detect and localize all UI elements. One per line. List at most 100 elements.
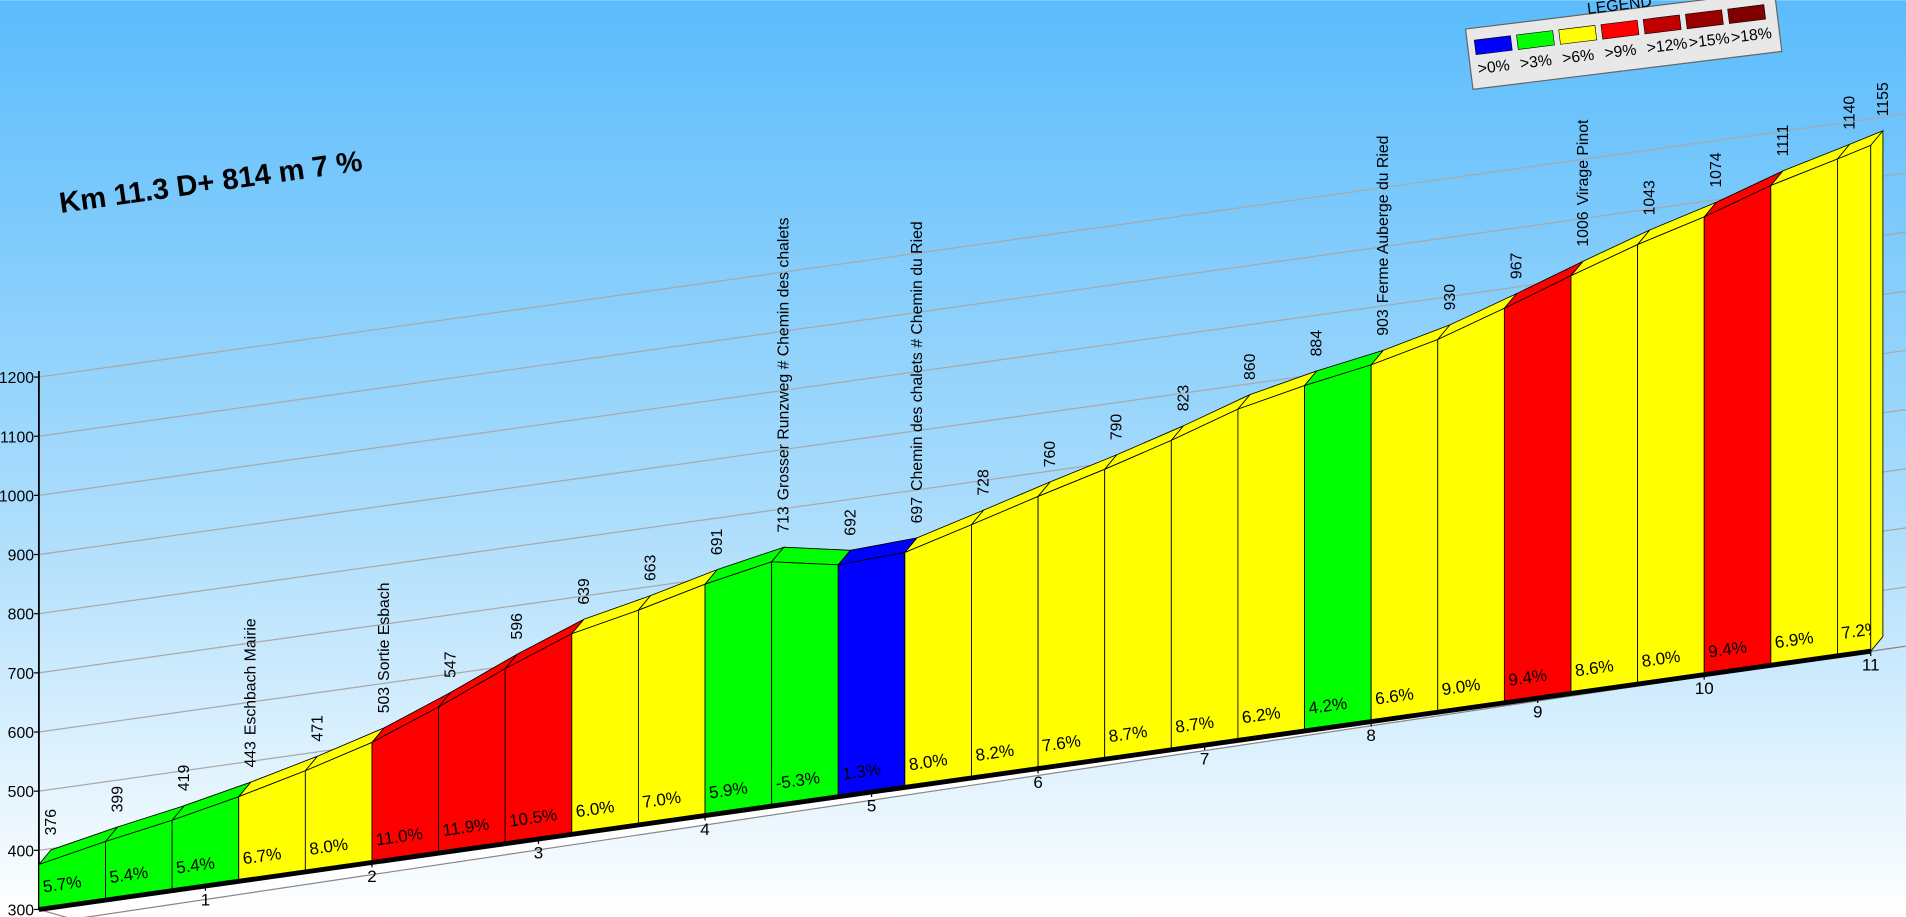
legend-label: >6% — [1561, 47, 1595, 68]
legend-swatch — [1516, 30, 1555, 50]
elevation-value: 443 — [243, 741, 260, 768]
segment-face — [1037, 468, 1106, 770]
segment-face — [1837, 144, 1872, 657]
segment-face — [1370, 338, 1439, 723]
y-tick-label: 500 — [8, 784, 35, 801]
elevation-label: 1043 — [1642, 180, 1659, 215]
elevation-value: 547 — [443, 651, 460, 677]
legend-swatch — [1685, 9, 1724, 30]
legend-label: >12% — [1646, 35, 1689, 57]
point-name: Eschbach Mairie — [243, 618, 260, 735]
elevation-label: 399 — [110, 786, 127, 813]
legend-swatch — [1727, 4, 1766, 24]
elevation-label: 967 — [1508, 253, 1525, 279]
elevation-value: 639 — [576, 578, 593, 605]
elevation-value: 884 — [1309, 330, 1326, 357]
elevation-value: 596 — [509, 613, 526, 640]
elevation-value: 823 — [1175, 385, 1192, 412]
segment-face — [1104, 439, 1172, 760]
elevation-value: 1043 — [1642, 180, 1659, 215]
elevation-label: 443 Eschbach Mairie — [243, 618, 260, 767]
end-cap — [1870, 129, 1884, 653]
elevation-value: 1006 — [1575, 211, 1592, 246]
x-tick-label: 8 — [1366, 726, 1375, 745]
elevation-label: 639 — [576, 578, 593, 605]
point-name: Chemin des chalets # Chemin du Ried — [909, 221, 926, 491]
elevation-label: 419 — [176, 765, 193, 792]
segment-face — [704, 561, 773, 816]
legend: LEGEND>0% >3% >6% >9% >12% >15% >18% — [1464, 0, 1783, 91]
elevation-value: 399 — [110, 786, 127, 813]
elevation-label: 596 — [509, 613, 526, 640]
elevation-label: 663 — [642, 554, 659, 581]
y-tick-label: 1100 — [0, 429, 34, 446]
elevation-label: 691 — [709, 528, 726, 555]
segment-face — [1570, 243, 1639, 694]
elevation-value: 930 — [1442, 284, 1459, 311]
grid-line — [38, 113, 1906, 378]
point-name: Grosser Runzweg # Chemin des chalets — [776, 217, 793, 500]
legend-swatch — [1600, 19, 1640, 40]
elevation-label: 930 — [1442, 284, 1459, 311]
segment-face — [1237, 384, 1305, 741]
elevation-label: 471 — [309, 715, 326, 742]
elevation-label: 1111 — [1775, 124, 1792, 156]
elevation-value: 1111 — [1775, 124, 1792, 156]
elevation-label: 713 Grosser Runzweg # Chemin des chalets — [776, 217, 793, 532]
legend-swatch — [1473, 35, 1513, 56]
x-tick-label: 9 — [1533, 703, 1542, 722]
elevation-label: 903 Ferme Auberge du Ried — [1375, 136, 1392, 336]
elevation-value: 1155 — [1875, 82, 1892, 116]
point-name: Virage Pinot — [1575, 119, 1592, 205]
elevation-label: 823 — [1175, 385, 1192, 412]
y-tick-label: 700 — [8, 666, 35, 683]
x-tick-label: 7 — [1200, 750, 1209, 769]
elevation-label: 760 — [1042, 441, 1059, 468]
elevation-value: 967 — [1508, 253, 1525, 279]
elevation-label: 790 — [1109, 414, 1126, 441]
x-tick-label: 1 — [201, 890, 210, 909]
y-tick-label: 1200 — [0, 370, 34, 387]
legend-label: >9% — [1604, 42, 1638, 63]
elevation-value: 713 — [776, 506, 793, 533]
elevation-value: 503 — [376, 687, 393, 714]
point-name: Sortie Esbach — [376, 582, 393, 680]
elevation-value: 692 — [842, 509, 859, 535]
elevation-label: 503 Sortie Esbach — [376, 582, 393, 713]
segment-face — [1637, 216, 1705, 685]
elevation-value: 903 — [1375, 309, 1392, 336]
elevation-label: 860 — [1242, 353, 1259, 380]
y-tick-label: 400 — [8, 843, 35, 860]
segment-face — [1437, 307, 1505, 713]
elevation-label: 697 Chemin des chalets # Chemin du Ried — [909, 221, 926, 523]
x-tick-label: 11 — [1862, 656, 1880, 675]
elevation-label: 884 — [1309, 330, 1326, 357]
elevation-label: 1074 — [1708, 152, 1725, 187]
elevation-value: 663 — [642, 554, 659, 581]
segment-face — [904, 524, 972, 788]
elevation-label: 547 — [443, 651, 460, 677]
legend-label: >0% — [1477, 57, 1511, 78]
elevation-value: 471 — [309, 715, 326, 742]
elevation-value: 419 — [176, 765, 193, 792]
legend-label: >15% — [1688, 30, 1731, 52]
point-name: Ferme Auberge du Ried — [1375, 136, 1392, 304]
x-tick-label: 10 — [1695, 679, 1714, 698]
elevation-value: 691 — [709, 528, 726, 555]
base-line — [38, 648, 1872, 912]
legend-swatch — [1642, 14, 1682, 35]
elevation-value: 728 — [975, 469, 992, 496]
elevation-value: 1074 — [1708, 152, 1725, 187]
elevation-label: 1006 Virage Pinot — [1575, 119, 1592, 247]
elevation-label: 692 — [842, 509, 859, 535]
x-tick-label: 4 — [700, 820, 709, 839]
elevation-value: 697 — [909, 497, 926, 523]
elevation-label: 376 — [43, 809, 60, 836]
y-tick-label: 1000 — [0, 488, 34, 505]
legend-label: >18% — [1730, 25, 1773, 47]
elevation-value: 860 — [1242, 353, 1259, 380]
y-tick-label: 300 — [8, 903, 35, 917]
y-tick-label: 600 — [8, 725, 35, 742]
